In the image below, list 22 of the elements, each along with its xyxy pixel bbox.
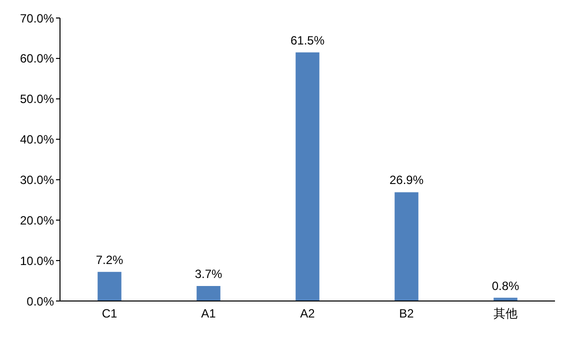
y-tick-label: 50.0% [20,92,54,106]
bar [196,286,220,301]
x-tick-label: C1 [102,306,118,321]
y-tick-label: 20.0% [20,213,54,228]
y-tick-label: 30.0% [20,172,54,187]
data-label: 3.7% [194,267,222,282]
data-label: 26.9% [389,173,424,188]
bar [296,52,320,301]
x-tick-label: A1 [201,306,216,321]
y-tick-label: 70.0% [20,11,54,26]
data-label: 7.2% [96,252,124,267]
y-tick-label: 10.0% [20,254,54,268]
y-tick-label: 0.0% [26,294,54,308]
x-tick-label: 其他 [494,306,518,321]
x-tick-label: B2 [399,306,414,321]
y-tick-label: 40.0% [20,132,54,147]
data-label: 61.5% [290,33,325,48]
bar [394,192,418,301]
x-tick-label: A2 [300,306,316,321]
y-tick-label: 60.0% [20,52,54,66]
data-label: 0.8% [492,278,520,293]
bar [98,272,122,301]
